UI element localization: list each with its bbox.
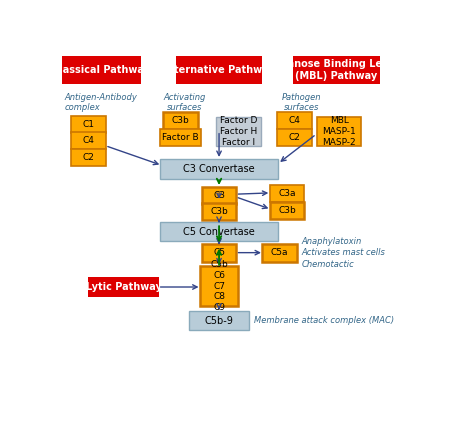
FancyBboxPatch shape xyxy=(277,129,312,146)
Text: Classical Pathway: Classical Pathway xyxy=(53,65,151,75)
Text: C5 Convertase: C5 Convertase xyxy=(183,227,255,236)
FancyBboxPatch shape xyxy=(160,222,278,242)
Text: C4: C4 xyxy=(288,116,301,125)
FancyBboxPatch shape xyxy=(88,277,159,297)
FancyBboxPatch shape xyxy=(201,187,237,204)
FancyBboxPatch shape xyxy=(163,112,198,130)
FancyBboxPatch shape xyxy=(200,266,238,306)
Text: Lytic Pathway: Lytic Pathway xyxy=(86,282,162,292)
Text: Antigen-Antibody
complex: Antigen-Antibody complex xyxy=(65,93,137,112)
FancyBboxPatch shape xyxy=(71,132,106,149)
FancyBboxPatch shape xyxy=(189,311,249,330)
FancyBboxPatch shape xyxy=(201,203,237,220)
Text: Factor D
Factor H
Factor I: Factor D Factor H Factor I xyxy=(220,116,257,147)
FancyBboxPatch shape xyxy=(270,202,304,219)
Text: C1: C1 xyxy=(82,120,95,129)
FancyBboxPatch shape xyxy=(201,245,237,262)
Text: C3b: C3b xyxy=(278,206,296,215)
Text: Activating
surfaces: Activating surfaces xyxy=(163,93,205,112)
Text: C3 Convertase: C3 Convertase xyxy=(183,164,255,174)
Text: C3: C3 xyxy=(213,190,225,199)
Text: Factor B: Factor B xyxy=(162,133,199,142)
FancyBboxPatch shape xyxy=(277,112,312,130)
Text: Pathogen
surfaces: Pathogen surfaces xyxy=(282,93,321,112)
FancyBboxPatch shape xyxy=(262,245,297,262)
FancyBboxPatch shape xyxy=(217,117,261,146)
Text: C5a: C5a xyxy=(271,248,288,257)
Text: C5b
C6
C7
C8
C9: C5b C6 C7 C8 C9 xyxy=(210,260,228,312)
FancyBboxPatch shape xyxy=(71,148,106,166)
Text: C3a: C3a xyxy=(278,189,296,198)
FancyBboxPatch shape xyxy=(293,56,380,84)
FancyBboxPatch shape xyxy=(270,185,304,202)
Text: C5b-9: C5b-9 xyxy=(205,316,234,326)
Text: MBL
MASP-1
MASP-2: MBL MASP-1 MASP-2 xyxy=(322,116,356,147)
Text: Alternative Pathway: Alternative Pathway xyxy=(163,65,275,75)
Text: C3b: C3b xyxy=(172,116,189,125)
Text: Mannose Binding Lectin
(MBL) Pathway: Mannose Binding Lectin (MBL) Pathway xyxy=(271,59,402,81)
Text: Anaphylatoxin
Activates mast cells
Chemotactic: Anaphylatoxin Activates mast cells Chemo… xyxy=(301,237,385,269)
FancyBboxPatch shape xyxy=(160,129,201,146)
FancyBboxPatch shape xyxy=(160,159,278,178)
Text: Membrane attack complex (MAC): Membrane attack complex (MAC) xyxy=(254,316,394,325)
Text: C2: C2 xyxy=(288,133,301,142)
FancyBboxPatch shape xyxy=(317,117,361,146)
Text: C4: C4 xyxy=(82,136,95,145)
FancyBboxPatch shape xyxy=(176,56,262,84)
FancyBboxPatch shape xyxy=(62,56,141,84)
Text: C5: C5 xyxy=(213,248,225,257)
FancyBboxPatch shape xyxy=(71,115,106,133)
Text: C3b: C3b xyxy=(210,207,228,216)
Text: C2: C2 xyxy=(82,153,95,162)
